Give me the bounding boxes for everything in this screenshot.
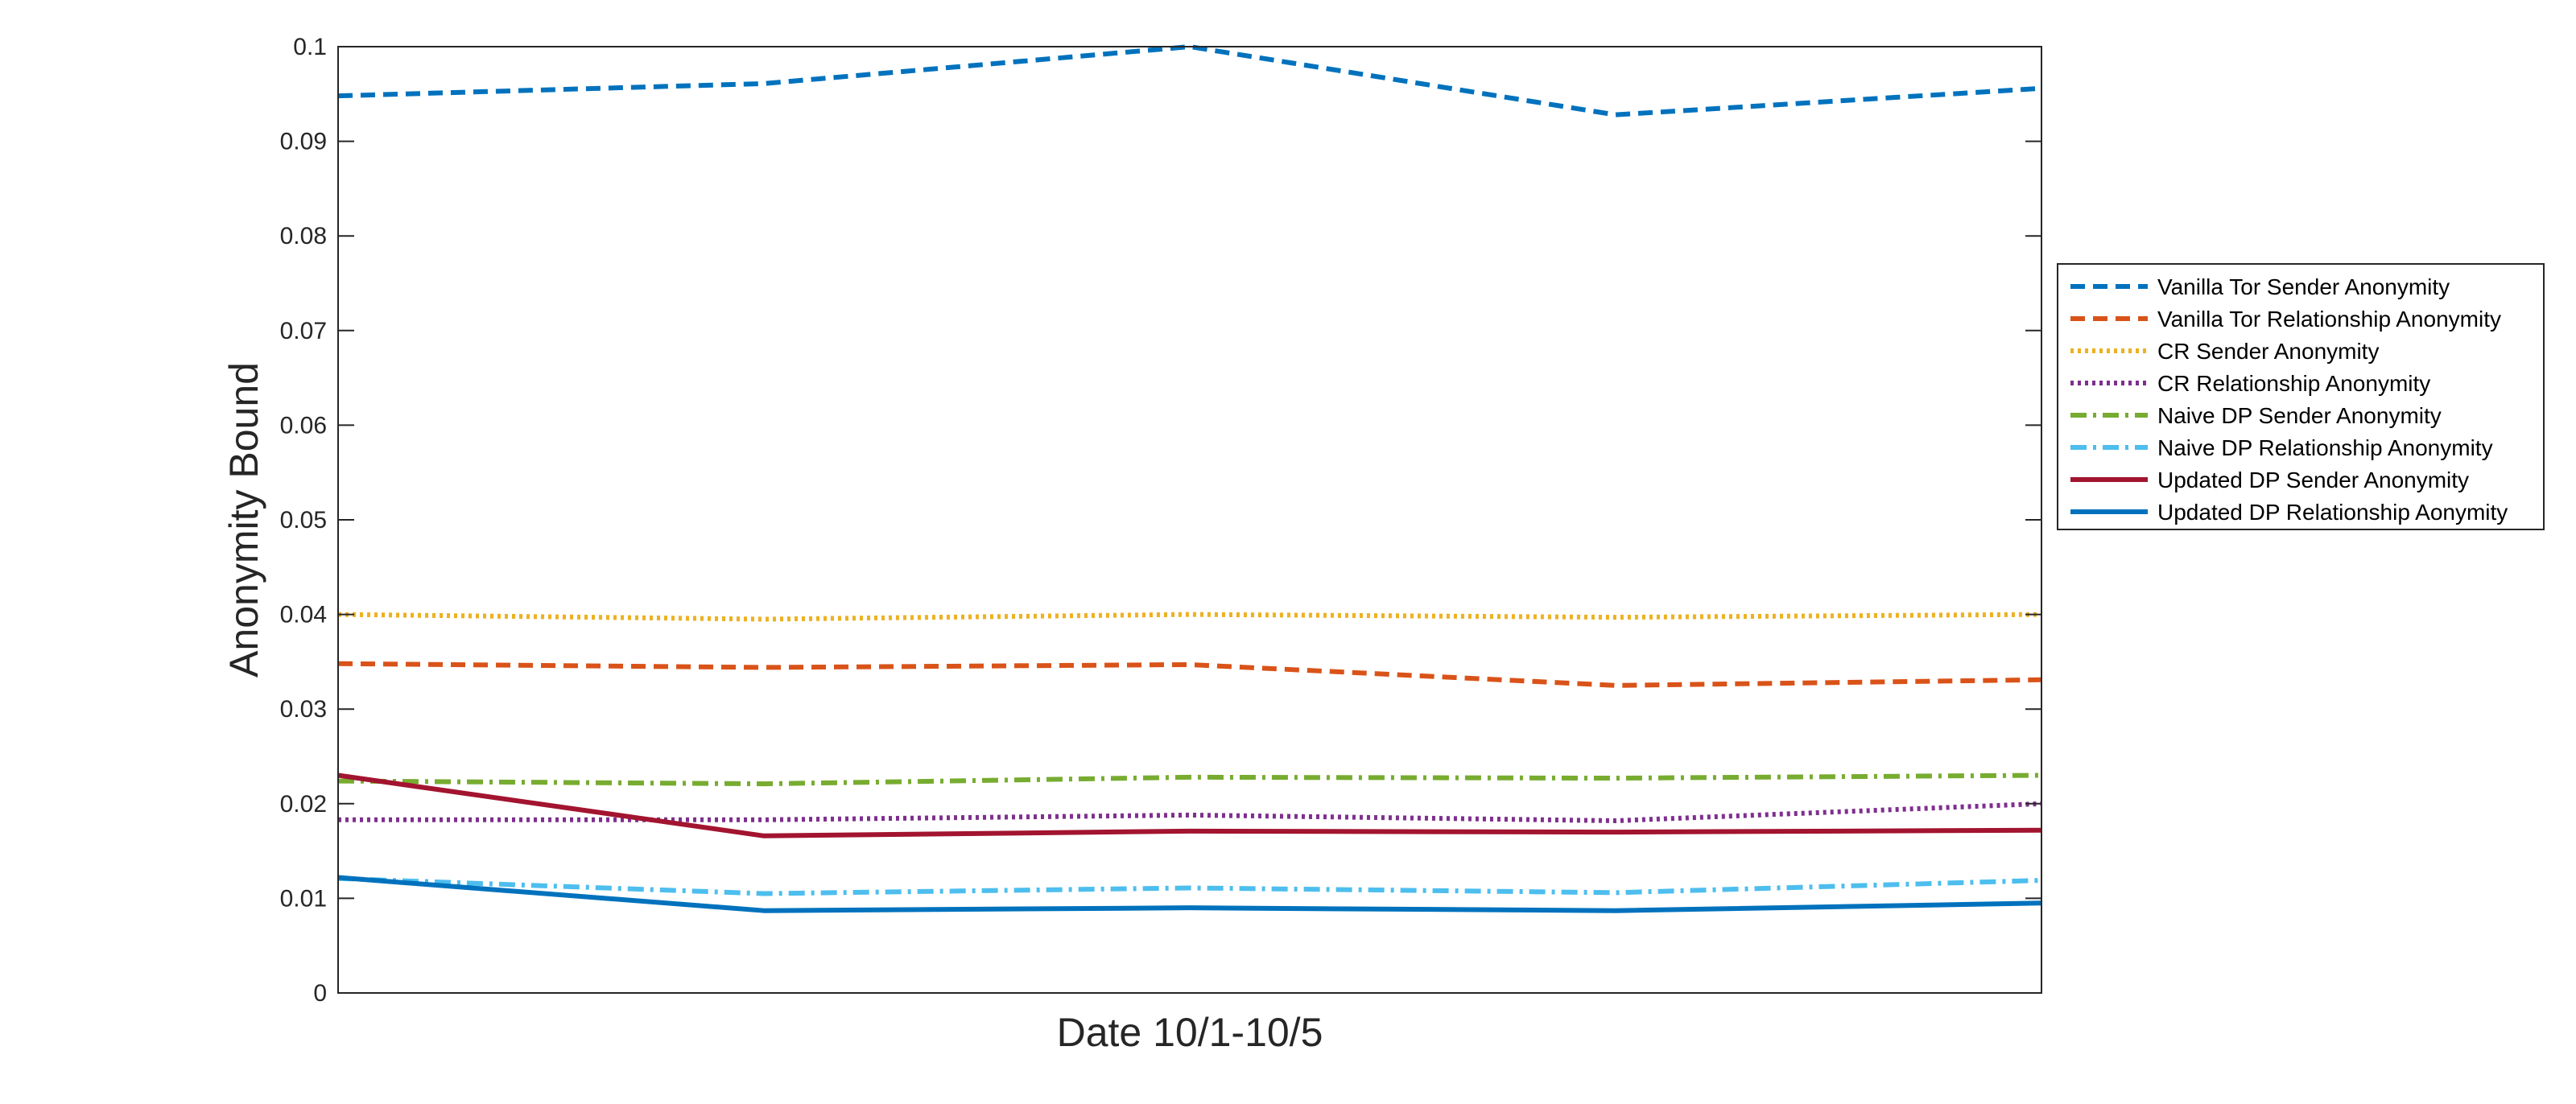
legend-label-4: CR Relationship Anonymity — [2157, 371, 2430, 396]
y-tick-label: 0.02 — [280, 791, 327, 818]
y-tick-label: 0.07 — [280, 318, 327, 344]
series-line-1 — [337, 44, 2042, 117]
y-tick-label: 0.04 — [280, 602, 327, 628]
legend-label-8: Updated DP Relationship Aonymity — [2157, 500, 2508, 525]
x-axis-title: Date 10/1-10/5 — [1057, 1010, 1323, 1055]
y-tick-label: 0.1 — [293, 34, 327, 60]
y-axis-ticks: 0 0.01 0.02 0.03 0.04 0.05 0.06 0.07 0.08 0.09 0.1 — [280, 34, 2041, 1007]
legend-label-1: Vanilla Tor Sender Anonymity — [2157, 274, 2450, 299]
legend-label-7: Updated DP Sender Anonymity — [2157, 468, 2469, 492]
series-line-7 — [337, 772, 2042, 838]
series-line-3 — [337, 612, 2042, 622]
y-tick-label: 0.06 — [280, 412, 327, 439]
y-tick-label: 0.08 — [280, 223, 327, 249]
series-line-5 — [337, 772, 2042, 787]
legend: Vanilla Tor Sender Anonymity Vanilla Tor … — [2057, 263, 2545, 530]
legend-label-5: Naive DP Sender Anonymity — [2157, 403, 2442, 428]
y-tick-label: 0.05 — [280, 507, 327, 533]
legend-label-3: CR Sender Anonymity — [2157, 339, 2379, 364]
y-tick-label: 0.03 — [280, 696, 327, 723]
y-tick-label: 0.01 — [280, 885, 327, 912]
series-line-2 — [337, 661, 2042, 688]
series-line-6 — [337, 875, 2042, 896]
series-line-8 — [337, 875, 2042, 913]
series-line-4 — [338, 801, 2042, 823]
y-axis-title: Anonymity Bound — [221, 362, 266, 678]
legend-label-6: Naive DP Relationship Anonymity — [2157, 435, 2493, 460]
legend-box — [2057, 263, 2545, 530]
plot-area-background — [338, 47, 2041, 993]
y-tick-label: 0 — [313, 980, 327, 1007]
series-layer — [337, 44, 2042, 913]
legend-label-2: Vanilla Tor Relationship Anonymity — [2157, 307, 2501, 332]
y-tick-label: 0.09 — [280, 129, 327, 155]
